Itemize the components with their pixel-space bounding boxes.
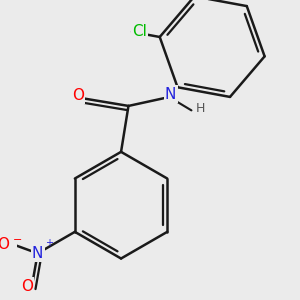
- Text: N: N: [165, 87, 176, 102]
- Text: Cl: Cl: [132, 24, 147, 39]
- Text: N: N: [32, 246, 43, 261]
- Text: H: H: [196, 102, 205, 116]
- Text: O: O: [72, 88, 84, 103]
- Text: −: −: [13, 235, 22, 245]
- Text: O: O: [0, 237, 9, 252]
- Text: O: O: [21, 279, 33, 294]
- Text: +: +: [46, 238, 53, 248]
